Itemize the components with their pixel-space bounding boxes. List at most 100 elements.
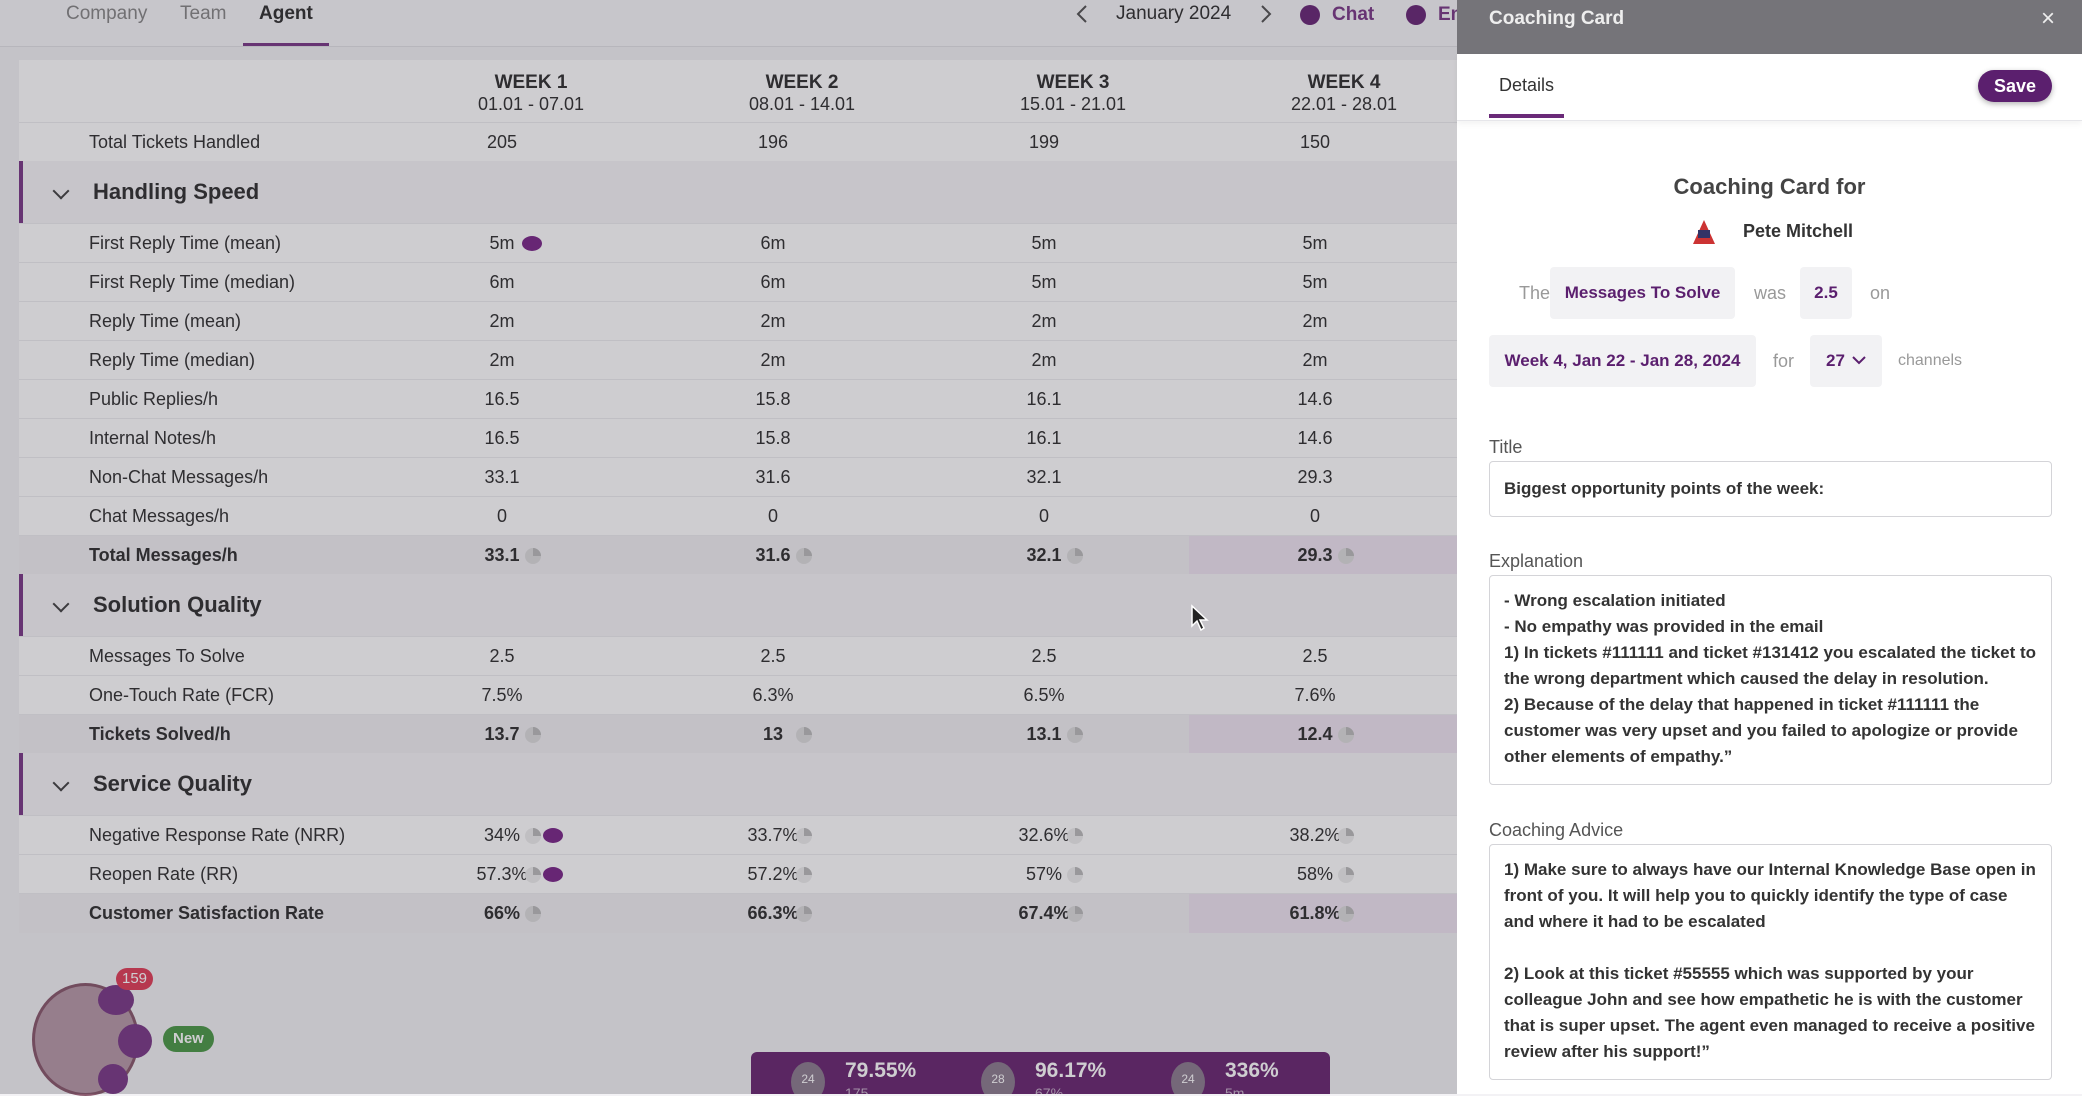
week-range: 15.01 - 21.01: [1019, 94, 1127, 114]
row-label: Internal Notes/h: [89, 428, 217, 448]
week-label: WEEK 4: [1307, 72, 1381, 93]
chart-icon[interactable]: [1066, 866, 1084, 884]
chart-icon[interactable]: [795, 547, 813, 565]
chart-icon[interactable]: [524, 866, 542, 884]
close-button[interactable]: ×: [2041, 5, 2056, 32]
cell-value: 31.6: [755, 467, 791, 487]
week-header: WEEK 4 22.01 - 28.01: [1214, 72, 1474, 115]
chevron: [52, 182, 70, 200]
cell-value: 0: [496, 506, 507, 526]
comment-icon[interactable]: [543, 828, 563, 843]
chart-icon[interactable]: [795, 726, 813, 744]
chart-icon[interactable]: [524, 726, 542, 744]
sentence-text: on: [1870, 283, 1891, 303]
table-row: Chat Messages/h 0 0 0 0: [19, 496, 1457, 536]
cell-value: 2.5: [489, 646, 515, 666]
table-row: Public Replies/h 16.5 15.8 16.1 14.6: [19, 379, 1457, 419]
section-title: Service Quality: [93, 771, 252, 796]
cell-value: 6.5%: [1023, 685, 1065, 705]
chart-icon[interactable]: [1337, 547, 1355, 565]
row-label: Reply Time (median): [89, 350, 256, 370]
chart-icon[interactable]: [1066, 547, 1084, 565]
section-title: Handling Speed: [93, 179, 260, 204]
sentence-text: The: [1519, 283, 1551, 303]
panel-title: Coaching Card: [1489, 8, 1625, 29]
details-tab[interactable]: Details: [1489, 54, 1565, 118]
metric-chip[interactable]: Messages To Solve: [1550, 267, 1735, 319]
cell-value: 2m: [760, 311, 786, 331]
chevron: [52, 595, 70, 613]
badge: 159: [116, 968, 154, 990]
stat-value: 79.55%: [845, 1059, 917, 1082]
agent-name: Pete Mitchell: [1743, 221, 1854, 241]
chart-icon[interactable]: [524, 547, 542, 565]
chart-icon[interactable]: [795, 866, 813, 884]
channels-chip[interactable]: 27: [1810, 335, 1882, 387]
comment-icon[interactable]: [543, 867, 563, 882]
cell-value: 2.5: [1302, 646, 1328, 666]
cell-value: 196: [757, 132, 789, 152]
advice-input[interactable]: 1) Make sure to always have our Internal…: [1489, 844, 2052, 1080]
cell-value: 33.1: [484, 467, 520, 487]
cell-value: 13.7: [484, 724, 520, 744]
new-label: New: [163, 1026, 214, 1052]
cell-value: 33.7%: [747, 825, 799, 845]
filter[interactable]: Chat: [1300, 2, 1374, 28]
chart-icon[interactable]: [1337, 827, 1355, 845]
table-row: Internal Notes/h 16.5 15.8 16.1 14.6: [19, 418, 1457, 458]
chart-icon[interactable]: [524, 905, 542, 923]
table-row: Non-Chat Messages/h 33.1 31.6 32.1 29.3: [19, 457, 1457, 497]
stat-sub: 175: [845, 1085, 869, 1094]
settings-icon[interactable]: [118, 1024, 152, 1058]
month: January 2024: [1116, 3, 1232, 24]
tab[interactable]: Team: [180, 3, 227, 24]
cell-value: 0: [1309, 506, 1320, 526]
chart-icon[interactable]: [1337, 726, 1355, 744]
chart-icon[interactable]: [795, 827, 813, 845]
period-chip[interactable]: Week 4, Jan 22 - Jan 28, 2024: [1489, 335, 1756, 387]
cell-value: 38.2%: [1289, 825, 1341, 845]
cell-value: 12.4: [1297, 724, 1333, 744]
week-header: WEEK 2 08.01 - 14.01: [672, 72, 932, 115]
cursor: [1191, 604, 1209, 632]
week-range: 22.01 - 28.01: [1290, 94, 1398, 114]
cell-value: 5m: [1031, 233, 1057, 253]
chart-icon[interactable]: [1066, 827, 1084, 845]
explanation-input[interactable]: - Wrong escalation initiated - No empath…: [1489, 575, 2052, 785]
help-icon[interactable]: [98, 1064, 128, 1094]
cell-value: 7.6%: [1294, 685, 1336, 705]
week-label: WEEK 2: [765, 72, 839, 93]
cell-value: 2m: [1031, 311, 1057, 331]
table-row: Customer Satisfaction Rate 66% 66.3% 67.4% 6…: [19, 893, 1457, 933]
prev-arrow[interactable]: [1074, 4, 1090, 24]
tab[interactable]: Company: [66, 3, 148, 24]
tab[interactable]: Agent: [243, 0, 329, 46]
cell-value: 2.5: [760, 646, 786, 666]
chart-icon[interactable]: [1066, 726, 1084, 744]
cell-value: 13: [762, 724, 784, 744]
week-highlight: [1189, 894, 1457, 933]
cell-value: 15.8: [755, 389, 791, 409]
chart-icon[interactable]: [1337, 866, 1355, 884]
save-button[interactable]: Save: [1978, 70, 2052, 102]
cell-value: 7.5%: [481, 685, 523, 705]
row-label: Total Messages/h: [89, 545, 238, 565]
comment-icon[interactable]: [522, 236, 542, 251]
cell-value: 29.3: [1297, 545, 1333, 565]
chart-icon[interactable]: [795, 905, 813, 923]
sentence-text: for: [1773, 351, 1795, 371]
stat-sub: 5m: [1225, 1085, 1245, 1094]
chart-icon[interactable]: [1337, 905, 1355, 923]
chart-icon[interactable]: [524, 827, 542, 845]
table-row: Total Tickets Handled 205 196 199 150: [19, 122, 1457, 162]
stats-bar[interactable]: 24 79.55% 175 28 96.17% 67% 24 336% 5m: [751, 1052, 1330, 1094]
table-row: One-Touch Rate (FCR) 7.5% 6.3% 6.5% 7.6%: [19, 675, 1457, 715]
next-arrow[interactable]: [1258, 4, 1274, 24]
mail-icon[interactable]: [98, 985, 134, 1015]
title-input[interactable]: Biggest opportunity points of the week:: [1489, 461, 2052, 517]
cell-value: 13.1: [1026, 724, 1062, 744]
week-label: WEEK 3: [1036, 72, 1110, 93]
table-row: Total Messages/h 33.1 31.6 32.1 29.3: [19, 535, 1457, 575]
chart-icon[interactable]: [1066, 905, 1084, 923]
row-label: Non-Chat Messages/h: [89, 467, 269, 487]
